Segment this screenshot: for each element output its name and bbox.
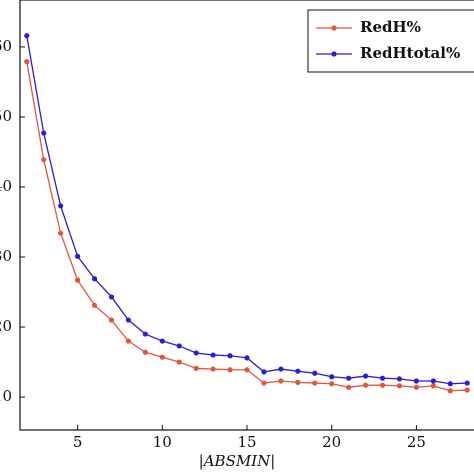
data-point	[125, 317, 132, 323]
x-tick-label: 25	[407, 433, 426, 451]
data-point	[379, 375, 386, 381]
x-tick-label: 20	[322, 433, 341, 451]
data-point	[176, 359, 182, 365]
data-point	[447, 381, 453, 387]
data-point	[447, 388, 453, 394]
data-point	[159, 338, 165, 344]
series-line	[26, 61, 468, 392]
data-point	[261, 369, 267, 375]
data-point	[142, 331, 148, 337]
data-point	[74, 253, 81, 259]
y-tick-label: 50	[0, 107, 12, 125]
x-tick-label: 10	[153, 433, 172, 451]
data-point	[58, 230, 64, 236]
data-point	[176, 343, 182, 349]
data-point	[295, 379, 301, 385]
x-tick-label: 5	[73, 433, 83, 451]
data-point	[24, 59, 30, 65]
data-point	[430, 378, 436, 384]
data-point	[210, 366, 216, 372]
data-point	[362, 382, 369, 388]
x-tick-label: 15	[237, 433, 256, 451]
data-point	[464, 387, 470, 393]
data-point	[24, 33, 30, 39]
data-point	[329, 381, 335, 387]
data-point	[312, 380, 318, 386]
data-point	[227, 367, 233, 373]
data-point	[91, 302, 98, 308]
y-tick-label: 10	[0, 387, 12, 405]
data-point	[295, 368, 301, 374]
data-point	[362, 373, 369, 379]
data-point	[142, 349, 148, 355]
data-point	[193, 365, 199, 371]
data-point	[413, 378, 420, 384]
data-point	[125, 338, 132, 344]
data-point	[430, 383, 436, 389]
data-point	[58, 203, 64, 209]
series-line	[26, 35, 468, 385]
data-point	[41, 157, 47, 163]
y-tick-label: 60	[0, 37, 12, 55]
data-point	[261, 380, 267, 386]
data-point	[227, 353, 233, 359]
data-point	[396, 383, 403, 389]
data-point	[210, 352, 216, 358]
data-point	[91, 276, 98, 282]
legend-box	[307, 9, 474, 73]
legend-label: RedH%	[360, 18, 421, 36]
plot-frame	[19, 0, 474, 431]
data-point	[278, 366, 284, 372]
data-point	[379, 382, 386, 388]
y-tick-label: 30	[0, 247, 12, 265]
legend-marker	[331, 51, 337, 57]
data-point	[74, 277, 81, 283]
y-tick-label: 20	[0, 317, 12, 335]
data-point	[108, 317, 115, 323]
data-point	[312, 370, 318, 376]
x-axis-label: |ABSMIN|	[199, 452, 276, 470]
data-point	[159, 354, 165, 360]
data-point	[244, 355, 250, 361]
data-point	[396, 376, 403, 382]
y-tick-label: 40	[0, 177, 12, 195]
data-point	[41, 130, 47, 136]
legend-marker	[331, 25, 337, 31]
data-point	[329, 374, 335, 380]
data-point	[193, 350, 199, 356]
data-point	[346, 384, 352, 390]
data-point	[346, 375, 352, 381]
data-point	[244, 367, 250, 373]
data-point	[464, 380, 470, 386]
data-point	[108, 294, 115, 300]
data-point	[413, 384, 420, 390]
legend-label: RedHtotal%	[360, 44, 460, 62]
data-point	[278, 378, 284, 384]
